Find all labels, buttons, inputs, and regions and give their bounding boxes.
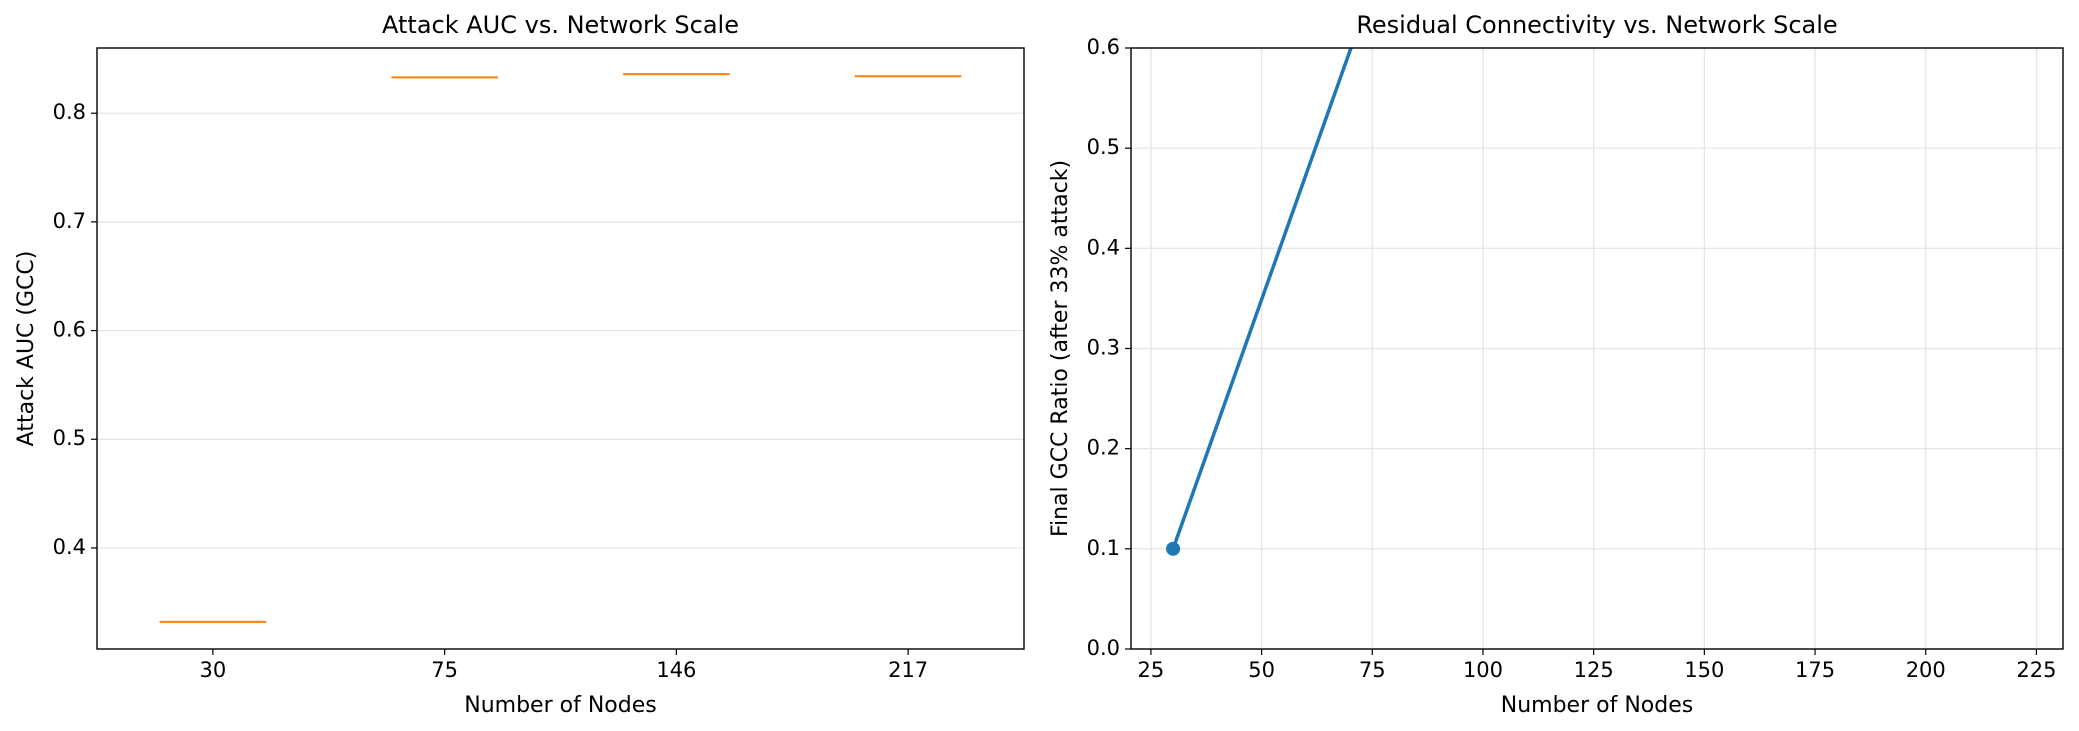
x-tick-label: 75: [1359, 658, 1386, 682]
y-tick-label: 0.2: [1087, 436, 1120, 460]
x-tick-label: 25: [1138, 658, 1165, 682]
x-tick-label: 75: [431, 658, 458, 682]
y-tick-label: 0.5: [53, 426, 86, 450]
x-tick-label: 146: [656, 658, 696, 682]
y-tick-label: 0.3: [1087, 336, 1120, 360]
x-tick-label: 50: [1248, 658, 1275, 682]
chart-title: Residual Connectivity vs. Network Scale: [1356, 11, 1837, 39]
y-tick-label: 0.5: [1087, 135, 1120, 159]
x-tick-label: 217: [888, 658, 928, 682]
x-tick-label: 100: [1463, 658, 1503, 682]
y-axis-label: Attack AUC (GCC): [14, 251, 39, 447]
plot-area: [1166, 48, 1353, 556]
y-tick-label: 0.1: [1087, 536, 1120, 560]
x-tick-label: 125: [1574, 658, 1614, 682]
y-axis-label: Final GCC Ratio (after 33% attack): [1048, 160, 1073, 537]
chart-title: Attack AUC vs. Network Scale: [382, 11, 739, 39]
y-tick-label: 0.7: [53, 209, 86, 233]
x-tick-label: 175: [1795, 658, 1835, 682]
line: [1171, 48, 1353, 550]
y-tick-label: 0.6: [53, 318, 86, 342]
y-tick-label: 0.8: [53, 100, 86, 124]
x-tick-label: 200: [1906, 658, 1946, 682]
y-tick-label: 0.4: [53, 535, 86, 559]
x-axis-label: Number of Nodes: [1501, 693, 1693, 718]
y-tick-label: 0.0: [1087, 636, 1120, 660]
axes-frame: [1130, 47, 2064, 650]
axes-frame: [96, 47, 1025, 650]
x-tick-label: 150: [1684, 658, 1724, 682]
marker: [1166, 541, 1181, 556]
y-tick-label: 0.6: [1087, 35, 1120, 59]
grid: [1131, 47, 2063, 650]
y-tick-label: 0.4: [1087, 235, 1120, 259]
grid: [97, 112, 1024, 549]
x-tick-label: 225: [2016, 658, 2056, 682]
x-axis-label: Number of Nodes: [464, 693, 656, 718]
x-tick-label: 30: [200, 658, 227, 682]
